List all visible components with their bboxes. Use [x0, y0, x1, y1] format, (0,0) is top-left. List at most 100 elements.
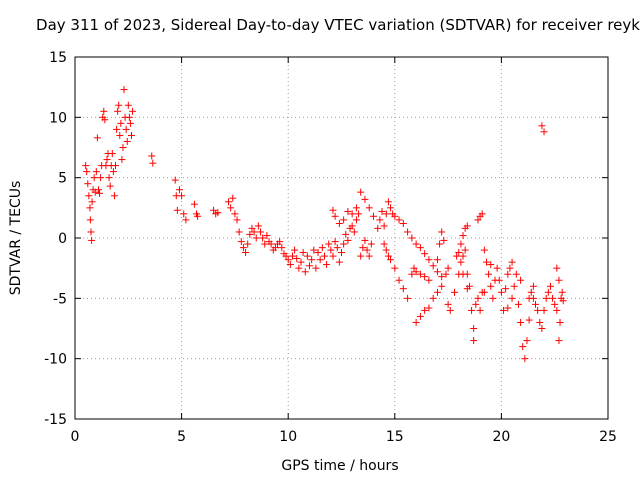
data-point: [252, 234, 260, 242]
data-point: [376, 216, 384, 224]
data-point: [416, 244, 424, 252]
data-point: [308, 256, 316, 264]
data-point: [113, 125, 121, 133]
data-point: [254, 222, 262, 230]
data-point: [480, 246, 488, 254]
y-tick-label: 0: [58, 231, 67, 247]
data-point: [433, 268, 441, 276]
data-point: [387, 204, 395, 212]
data-point: [529, 294, 537, 302]
y-tick-label: -10: [44, 352, 67, 368]
data-point: [457, 258, 465, 266]
data-point: [284, 256, 292, 264]
data-point: [438, 282, 446, 290]
data-point: [442, 270, 450, 278]
data-point: [553, 264, 561, 272]
data-point: [118, 156, 126, 164]
data-point: [558, 288, 566, 296]
data-point: [391, 264, 399, 272]
data-point: [497, 288, 505, 296]
data-point: [421, 273, 429, 281]
data-point: [355, 210, 363, 218]
data-point: [149, 159, 157, 167]
data-point: [352, 204, 360, 212]
data-point: [523, 337, 531, 345]
data-point: [182, 216, 190, 224]
data-point: [244, 240, 252, 248]
data-point: [559, 297, 567, 305]
plot-frame: [74, 56, 609, 420]
data-point: [115, 101, 123, 109]
data-point: [331, 212, 339, 220]
data-point: [506, 264, 514, 272]
data-point: [316, 256, 324, 264]
data-point: [508, 258, 516, 266]
data-point: [127, 131, 135, 139]
data-point: [500, 306, 508, 314]
data-point: [521, 355, 529, 363]
data-point: [476, 306, 484, 314]
data-point: [291, 246, 299, 254]
chart-title: Day 311 of 2023, Sidereal Day-to-day VTE…: [36, 16, 640, 34]
y-tick-label: 5: [58, 171, 67, 187]
data-point: [105, 174, 113, 182]
data-point: [101, 116, 109, 124]
data-point: [320, 252, 328, 260]
data-point: [293, 255, 301, 263]
data-point: [225, 198, 233, 206]
data-point: [271, 244, 279, 252]
data-point: [553, 306, 561, 314]
data-point: [510, 282, 518, 290]
data-point: [100, 107, 108, 115]
data-point: [106, 182, 114, 190]
data-point: [301, 268, 309, 276]
data-point: [532, 300, 540, 308]
data-point: [380, 222, 388, 230]
x-tick-label: 15: [386, 429, 404, 445]
data-point: [119, 144, 127, 151]
data-point: [86, 216, 94, 224]
data-point: [534, 306, 542, 314]
data-point: [123, 137, 131, 145]
data-point: [429, 262, 437, 270]
data-point: [412, 240, 420, 248]
data-point: [109, 168, 117, 176]
data-point: [84, 180, 92, 188]
data-point: [92, 168, 100, 176]
data-point: [288, 252, 296, 260]
data-point: [335, 258, 343, 266]
data-point: [125, 113, 133, 121]
data-point: [178, 192, 186, 200]
data-point: [340, 216, 348, 224]
data-point: [261, 240, 269, 248]
data-point: [286, 261, 294, 269]
x-axis-label: GPS time / hours: [281, 458, 398, 474]
data-point: [350, 228, 358, 236]
data-point: [210, 206, 218, 214]
data-point: [391, 212, 399, 220]
data-point: [472, 300, 480, 308]
data-point: [470, 337, 478, 345]
x-tick-label: 0: [71, 429, 80, 445]
data-point: [94, 186, 102, 194]
data-point: [263, 232, 271, 240]
data-point: [90, 174, 98, 182]
data-point: [504, 304, 512, 312]
data-point: [340, 240, 348, 248]
data-point: [233, 216, 241, 224]
data-point: [259, 234, 267, 242]
data-point: [387, 256, 395, 264]
data-point: [517, 318, 525, 326]
data-point: [112, 162, 120, 170]
y-tick-label: 10: [49, 110, 67, 126]
data-point: [120, 86, 128, 94]
data-point: [374, 224, 382, 232]
data-point: [555, 276, 563, 284]
data-point: [519, 343, 527, 351]
data-point: [329, 206, 337, 214]
data-point: [235, 228, 243, 236]
data-point: [124, 101, 132, 109]
data-point: [325, 240, 333, 248]
data-point: [231, 210, 239, 218]
